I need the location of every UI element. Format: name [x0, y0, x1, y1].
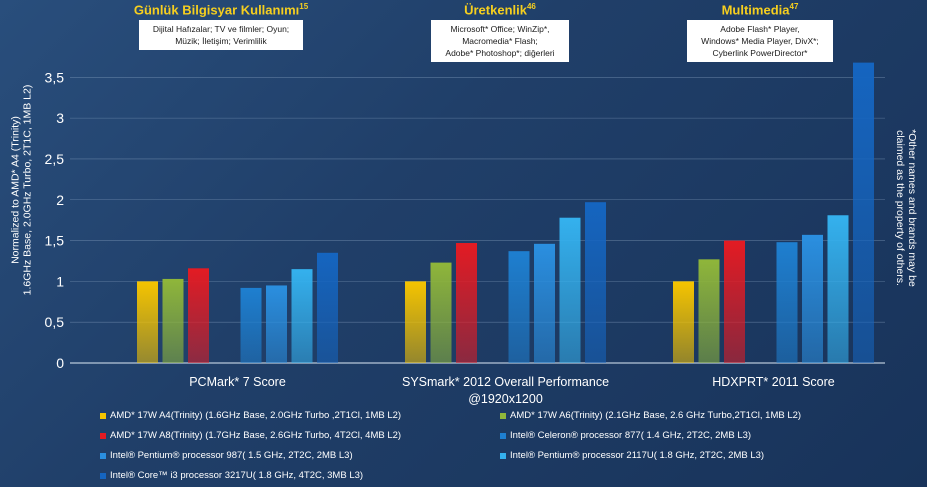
y-axis-label-line: 1.6GHz Base, 2.0GHz Turbo, 2T1C, 1MB L2)	[21, 84, 34, 296]
legend-item: Intel® Celeron® processor 877( 1.4 GHz, …	[500, 430, 751, 441]
bar-chart: 0 0,5 1 1,5 2 2,5 3 3,5 PCMark* 7 Score SYSmark* …	[45, 62, 885, 406]
legend-swatch	[100, 412, 106, 419]
legend-label: Intel® Pentium® processor 987( 1.5 GHz, …	[110, 450, 353, 461]
bar	[456, 243, 477, 363]
y-axis-label-line: Normalized to AMD* A4 (Trinity)	[9, 116, 22, 264]
legend-item: Intel® Core™ i3 processor 3217U( 1.8 GHz…	[100, 470, 363, 481]
x-category-label: HDXPRT* 2011 Score	[712, 375, 835, 389]
bar	[188, 268, 209, 363]
y-axis-label: Normalized to AMD* A4 (Trinity) 1.6GHz B…	[8, 60, 34, 320]
bar	[802, 234, 823, 363]
panel-box-daily: Dijital Hafızalar; TV ve filmler; Oyun; …	[139, 20, 303, 51]
panel-header-multimedia: Multimedia47 Adobe Flash* Player, Window…	[670, 2, 850, 63]
trademark-note: *Other names and brands may be claimed a…	[891, 118, 921, 298]
legend-swatch	[100, 472, 106, 479]
bar	[162, 278, 184, 363]
bar	[559, 217, 581, 363]
legend-label: Intel® Celeron® processor 877( 1.4 GHz, …	[510, 430, 752, 441]
x-category-label: PCMark* 7 Score	[189, 375, 286, 389]
bar	[585, 202, 606, 363]
bar	[430, 262, 452, 363]
panel-line: Microsoft* Office; WinZip*,	[450, 24, 550, 35]
panel-header-productivity: Üretkenlik46 Microsoft* Office; WinZip*,…	[410, 2, 590, 63]
panel-line: Adobe* Photoshop*; diğerleri	[445, 48, 555, 59]
panel-box-multimedia: Adobe Flash* Player, Windows* Media Play…	[687, 20, 833, 63]
bar	[317, 252, 338, 363]
legend-item: AMD* 17W A4(Trinity) (1.6GHz Base, 2.0GH…	[100, 410, 401, 421]
y-tick-label: 0,5	[45, 314, 65, 330]
x-category-label: @1920x1200	[468, 392, 543, 406]
legend-label: AMD* 17W A8(Trinity) (1.7GHz Base, 2.6GH…	[110, 430, 402, 441]
panel-line: Müzik; İletişim; Verimlilik	[175, 36, 267, 47]
panel-header-daily: Günlük Bilgisyar Kullanımı15 Dijital Haf…	[128, 2, 314, 51]
legend-label: Intel® Pentium® processor 2117U( 1.8 GHz…	[510, 450, 765, 461]
bar	[534, 243, 555, 363]
bar	[405, 281, 426, 363]
legend-label: Intel® Core™ i3 processor 3217U( 1.8 GHz…	[110, 470, 364, 481]
bar	[698, 259, 720, 363]
y-tick-label: 1,5	[45, 233, 65, 249]
bar	[508, 251, 530, 363]
panel-title-daily: Günlük Bilgisyar Kullanımı15	[133, 2, 309, 18]
legend-item: Intel® Pentium® processor 987( 1.5 GHz, …	[100, 450, 353, 461]
panel-line: Windows* Media Player, DivX*;	[701, 36, 819, 47]
legend-item: AMD* 17W A8(Trinity) (1.7GHz Base, 2.6GH…	[100, 430, 401, 441]
legend-swatch	[500, 452, 506, 459]
legend-label: AMD* 17W A6(Trinity) (2.1GHz Base, 2.6 G…	[510, 410, 802, 421]
legend-item: Intel® Pentium® processor 2117U( 1.8 GHz…	[500, 450, 764, 461]
legend-swatch	[100, 452, 106, 459]
legend-swatch	[500, 432, 506, 439]
legend-item: AMD* 17W A6(Trinity) (2.1GHz Base, 2.6 G…	[500, 410, 801, 421]
y-tick-label: 0	[56, 355, 64, 371]
trademark-note-line: claimed as the property of others.	[894, 130, 906, 286]
bar	[137, 281, 158, 363]
panel-line: Macromedia* Flash;	[462, 36, 538, 47]
panel-line: Dijital Hafızalar; TV ve filmler; Oyun;	[152, 24, 290, 35]
panel-title-multimedia: Multimedia47	[721, 2, 799, 18]
bar	[853, 62, 874, 363]
bar	[266, 285, 287, 363]
panel-title-productivity: Üretkenlik46	[464, 2, 536, 18]
x-category-label: SYSmark* 2012 Overall Performance	[402, 375, 609, 389]
trademark-note-line: *Other names and brands may be	[906, 129, 918, 287]
panel-box-productivity: Microsoft* Office; WinZip*, Macromedia* …	[431, 20, 569, 63]
panel-line: Adobe Flash* Player,	[720, 24, 800, 35]
bar	[291, 269, 313, 363]
bar	[776, 242, 798, 363]
y-tick-label: 2	[56, 192, 64, 208]
y-tick-label: 2,5	[45, 151, 65, 167]
legend-swatch	[500, 412, 506, 419]
bar	[724, 240, 745, 363]
y-tick-label: 1	[56, 273, 64, 289]
y-tick-label: 3	[56, 110, 64, 126]
bar	[240, 287, 262, 363]
y-tick-label: 3,5	[45, 69, 65, 85]
bar	[827, 215, 849, 363]
bar	[673, 281, 694, 363]
panel-line: Cyberlink PowerDirector*	[712, 48, 808, 59]
legend-swatch	[100, 432, 106, 439]
legend-label: AMD* 17W A4(Trinity) (1.6GHz Base, 2.0GH…	[110, 410, 402, 421]
